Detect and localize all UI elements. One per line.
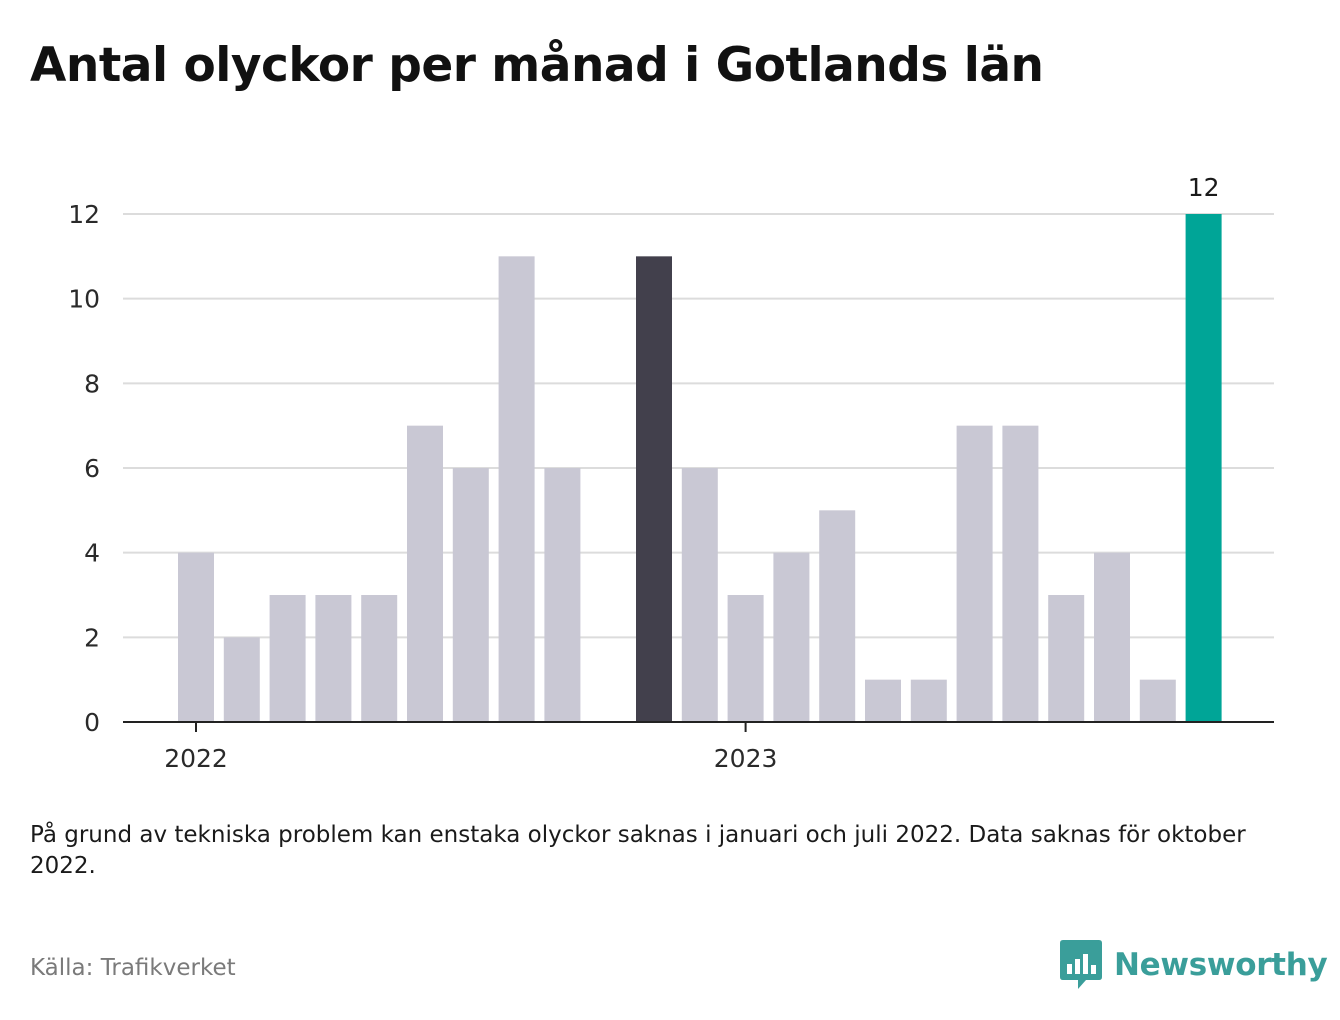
- bar-chart: 0 2 4 6 8 10 12 12 2022 2023: [68, 173, 1274, 773]
- x-tick-label: 2023: [714, 744, 778, 773]
- brand-name: Newsworthy: [1114, 947, 1328, 983]
- bar-2022-11: [636, 256, 672, 722]
- chart-note: På grund av tekniska problem kan enstaka…: [30, 822, 1246, 879]
- y-tick-label: 4: [84, 539, 100, 568]
- bar-2022-12: [681, 468, 718, 722]
- bar-2022-05: [361, 595, 398, 722]
- bar-2022-02: [223, 637, 260, 722]
- bar-2023-11: [1185, 214, 1222, 722]
- bar-2023-10: [1139, 679, 1176, 722]
- source-label: Källa: Trafikverket: [30, 955, 236, 981]
- y-tick-label: 12: [68, 200, 100, 229]
- bar-2023-03: [819, 510, 856, 722]
- bar-2023-06: [956, 425, 993, 722]
- bar-2023-07: [1002, 425, 1039, 722]
- bar-2022-04: [315, 595, 352, 722]
- bar-2022-06: [407, 425, 443, 722]
- bar-2022-08: [498, 256, 535, 722]
- bar-2023-08: [1048, 595, 1085, 722]
- bar-2023-04: [865, 679, 901, 722]
- bar-2023-02: [773, 552, 810, 722]
- y-tick-label: 10: [68, 285, 100, 314]
- bar-2023-01: [727, 595, 764, 722]
- newsworthy-logo-icon: [1060, 940, 1102, 989]
- bar-2022-01: [178, 552, 214, 722]
- labels: 0 2 4 6 8 10 12 12 2022 2023: [68, 173, 1219, 773]
- bar-value-label: 12: [1188, 173, 1220, 202]
- bars: [178, 214, 1222, 722]
- bar-2022-03: [269, 595, 306, 722]
- chart-title: Antal olyckor per månad i Gotlands län: [30, 38, 1044, 93]
- bar-2023-09: [1094, 552, 1130, 722]
- bar-2022-09: [544, 468, 581, 722]
- brand-logo: Newsworthy: [1060, 940, 1328, 990]
- y-tick-label: 0: [84, 708, 100, 737]
- y-tick-label: 2: [84, 623, 100, 652]
- y-tick-label: 8: [84, 369, 100, 398]
- y-tick-label: 6: [84, 454, 100, 483]
- x-tick-label: 2022: [164, 744, 228, 773]
- x-axis: [123, 721, 1274, 732]
- bar-2023-05: [910, 679, 947, 722]
- bar-2022-07: [452, 468, 489, 722]
